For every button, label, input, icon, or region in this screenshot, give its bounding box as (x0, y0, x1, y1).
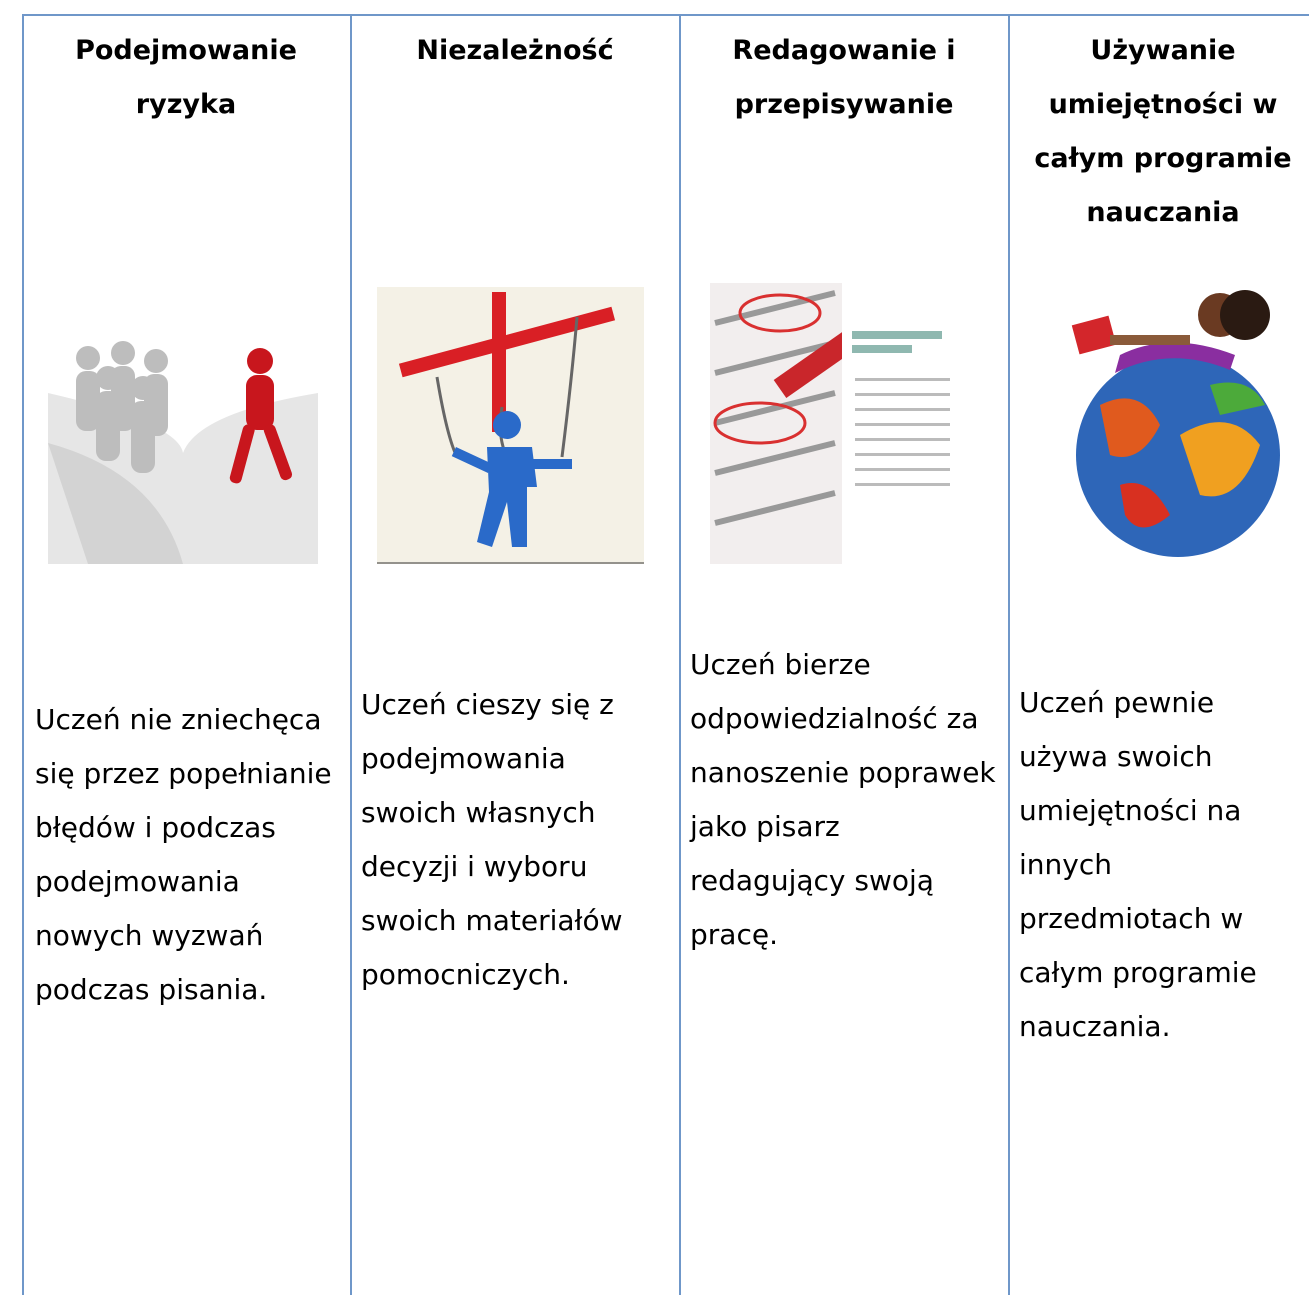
column-border (22, 15, 24, 1295)
column-title: Redagowanie i przepisywanie (732, 35, 956, 120)
table-border (22, 14, 1309, 16)
globe-illustration (1071, 290, 1280, 557)
column-description: Uczeń cieszy się z podejmowania swoich w… (361, 688, 623, 991)
column-border (350, 15, 352, 1295)
column-title: Niezależność (416, 35, 614, 66)
column-description: Uczeń bierze odpowiedzialność za nanosze… (690, 648, 996, 951)
column-title: Używanie umiejętności w całym programie … (1034, 35, 1292, 228)
independence-illustration (377, 287, 644, 564)
proofreading-illustration (710, 283, 960, 564)
column-description: Uczeń nie zniechęca się przez popełniani… (35, 703, 332, 1006)
column-title: Podejmowanie ryzyka (75, 35, 297, 120)
column-border (1008, 15, 1010, 1295)
column-border (679, 15, 681, 1295)
column-description: Uczeń pewnie używa swoich umiejętności n… (1019, 686, 1257, 1043)
risk-illustration (48, 341, 318, 564)
